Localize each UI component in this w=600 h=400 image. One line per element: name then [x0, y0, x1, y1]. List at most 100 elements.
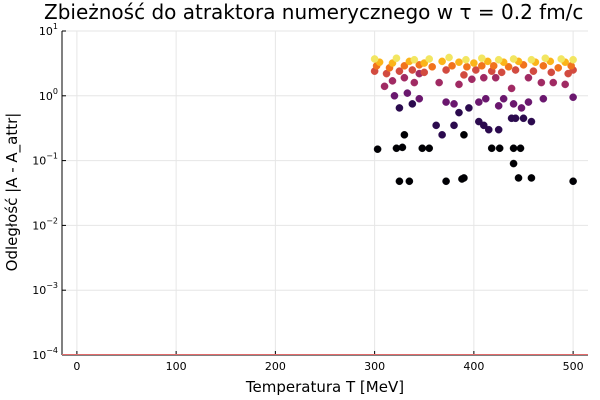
- data-point: [539, 62, 548, 70]
- data-point: [524, 98, 533, 106]
- data-point: [547, 68, 556, 77]
- y-tick-label: 10−3: [32, 281, 58, 297]
- data-point: [468, 75, 476, 84]
- data-point: [475, 98, 483, 106]
- data-point: [425, 144, 434, 153]
- data-point: [420, 59, 429, 67]
- data-point: [491, 73, 500, 82]
- data-point: [418, 144, 427, 153]
- data-point: [448, 62, 456, 70]
- data-point: [395, 67, 404, 75]
- data-point: [405, 177, 414, 186]
- data-point: [435, 78, 443, 87]
- data-point: [537, 78, 546, 87]
- y-tick-label: 10−1: [32, 152, 58, 168]
- data-point: [495, 144, 504, 153]
- data-point: [438, 131, 446, 139]
- data-point: [494, 55, 503, 64]
- data-point: [569, 177, 577, 186]
- data-point: [395, 177, 404, 186]
- data-point: [380, 82, 389, 91]
- data-point: [390, 92, 399, 100]
- data-point: [489, 62, 498, 70]
- data-point: [408, 100, 417, 108]
- data-point: [425, 55, 434, 63]
- data-point: [487, 144, 496, 153]
- data-points: [370, 53, 577, 186]
- data-point: [511, 66, 520, 74]
- data-point: [541, 54, 550, 63]
- data-point: [479, 121, 488, 130]
- data-point: [460, 131, 468, 139]
- axes: [61, 30, 588, 356]
- data-point: [428, 63, 436, 71]
- data-point: [539, 94, 548, 103]
- data-point: [442, 98, 450, 106]
- data-point: [442, 177, 450, 186]
- data-point: [509, 55, 518, 63]
- x-tick-label: 300: [364, 360, 385, 373]
- data-point: [438, 57, 446, 66]
- data-point: [557, 55, 566, 63]
- data-point: [484, 125, 493, 134]
- data-point: [400, 62, 409, 70]
- data-point: [410, 78, 419, 87]
- data-point: [398, 143, 407, 152]
- data-point: [450, 121, 458, 130]
- x-tick-label: 100: [166, 360, 187, 373]
- data-point: [442, 66, 450, 74]
- y-tick-label: 100: [39, 87, 58, 103]
- data-point: [529, 67, 538, 75]
- x-tick-label: 400: [463, 360, 484, 373]
- data-point: [420, 68, 429, 77]
- data-point: [415, 94, 424, 103]
- y-axis-label: Odległość |A - A_attr|: [3, 113, 22, 272]
- data-point: [519, 114, 528, 123]
- data-point: [516, 144, 525, 153]
- y-tick-label: 10−4: [32, 346, 58, 362]
- data-point: [472, 66, 480, 74]
- tick-labels: 0 100 200 300 400 500 10−4 10−3 10−2 10−1 100 101: [32, 22, 583, 373]
- data-point: [509, 144, 518, 153]
- data-point: [455, 80, 463, 89]
- data-point: [561, 80, 569, 89]
- data-point: [527, 117, 536, 126]
- data-point: [497, 68, 506, 77]
- data-point: [460, 71, 468, 79]
- data-point: [455, 108, 463, 117]
- data-point: [370, 55, 379, 63]
- grid: [62, 30, 588, 356]
- data-point: [483, 57, 492, 66]
- data-point: [478, 62, 486, 70]
- data-point: [403, 89, 412, 97]
- data-point: [569, 93, 577, 102]
- data-point: [524, 73, 533, 82]
- data-point: [504, 63, 513, 71]
- data-point: [494, 102, 503, 110]
- data-point: [408, 66, 417, 74]
- data-point: [569, 55, 577, 64]
- data-point: [455, 58, 463, 67]
- data-point: [462, 55, 470, 64]
- data-point: [392, 54, 401, 63]
- x-tick-label: 500: [563, 360, 584, 373]
- x-tick-label: 200: [265, 360, 286, 373]
- data-point: [460, 174, 468, 182]
- data-point: [507, 84, 516, 93]
- data-point: [470, 59, 478, 67]
- chart-title: Zbieżność do atraktora numerycznego w τ …: [44, 0, 583, 24]
- data-point: [509, 100, 518, 108]
- data-point: [481, 94, 490, 103]
- data-point: [554, 64, 563, 72]
- data-point: [463, 63, 471, 71]
- y-tick-label: 10−2: [32, 216, 58, 232]
- data-point: [410, 55, 419, 64]
- data-point: [517, 104, 526, 112]
- data-point: [395, 104, 404, 112]
- data-point: [527, 174, 536, 182]
- data-point: [499, 94, 508, 103]
- data-point: [478, 54, 486, 63]
- y-tick-label: 101: [39, 22, 58, 38]
- x-tick-label: 0: [73, 360, 80, 373]
